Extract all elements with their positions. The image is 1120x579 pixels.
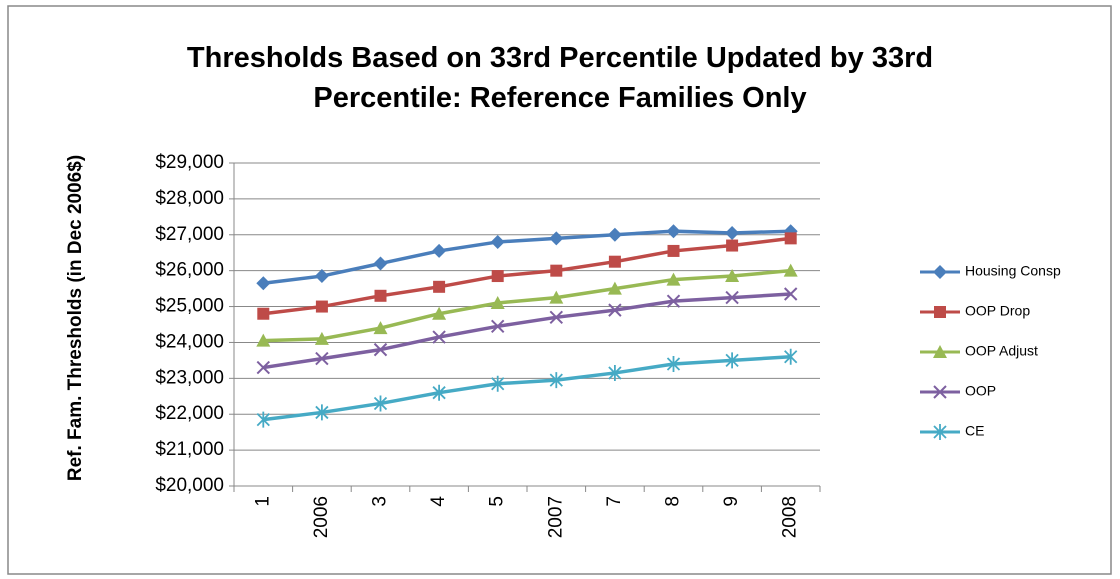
marker [550,264,563,277]
y-tick-label: $24,000 [155,331,224,352]
legend-marker [933,345,947,358]
series-line [263,268,791,343]
x-tick-label: 5 [487,496,508,507]
x-tick-label: 9 [721,496,742,507]
marker [491,270,504,283]
marker [725,352,739,369]
marker [549,372,563,389]
x-tick-label: 1 [252,496,273,507]
marker [725,290,739,305]
series-line [263,355,791,422]
x-tick-label: 2008 [780,496,801,538]
y-tick-label: $21,000 [155,439,224,460]
marker [432,306,447,320]
marker [315,300,328,313]
marker [315,351,329,366]
chart-title: Thresholds Based on 33rd Percentile Upda… [186,42,934,114]
legend-label: OOP Drop [965,303,1030,319]
series-line [263,236,791,316]
y-tick-label: $29,000 [155,152,224,173]
y-axis-label: Ref. Fam. Thresholds (in Dec 2006$) [65,155,86,481]
marker [549,310,564,325]
marker [666,355,681,372]
marker [491,375,505,392]
legend-marker [933,424,947,440]
marker [256,333,271,347]
marker [490,234,505,249]
x-tick-label: 7 [604,496,625,507]
x-tick-label: 4 [428,496,449,507]
marker [549,231,564,246]
chart-frame [7,5,1112,575]
x-tick-label: 8 [663,496,684,507]
legend-label: CE [965,423,984,439]
marker [373,321,388,335]
marker [725,269,740,283]
marker [315,404,329,421]
marker [257,307,270,320]
y-tick-label: $27,000 [155,224,224,245]
legend-marker [934,306,946,318]
legend-label: OOP [965,383,996,399]
marker [373,256,388,271]
marker [432,243,447,258]
y-tick-label: $22,000 [155,403,224,424]
marker [667,244,680,257]
marker [608,303,622,317]
marker [607,227,622,242]
marker [607,281,622,295]
marker [432,384,446,401]
y-tick-label: $23,000 [155,367,224,388]
x-tick-label: 2007 [545,496,566,538]
y-tick-label: $20,000 [155,475,224,496]
marker [726,239,739,252]
marker [314,269,329,284]
marker [374,289,387,302]
marker [490,319,505,334]
legend-marker [933,265,947,279]
marker [373,342,388,357]
marker [666,224,681,239]
marker [256,360,271,375]
marker [490,295,505,309]
series-line [263,229,791,285]
marker [314,331,329,345]
x-tick-label: 2006 [311,496,332,538]
marker [608,364,622,381]
legend-label: OOP Adjust [965,343,1038,359]
marker [256,411,270,428]
marker [433,280,446,293]
y-tick-label: $25,000 [155,296,224,317]
marker [549,290,564,304]
marker [608,255,621,268]
marker [725,225,740,240]
y-tick-label: $28,000 [155,188,224,209]
marker [256,276,271,291]
series-line [263,292,791,370]
marker [666,294,681,308]
marker [666,272,681,286]
marker [783,263,798,277]
legend-label: Housing Consp [965,263,1061,279]
marker [784,232,797,245]
marker [784,348,798,365]
x-tick-label: 3 [370,496,391,507]
marker [373,395,388,412]
y-tick-label: $26,000 [155,260,224,281]
marker [432,330,446,344]
marker [783,287,798,301]
legend-marker [933,385,947,399]
